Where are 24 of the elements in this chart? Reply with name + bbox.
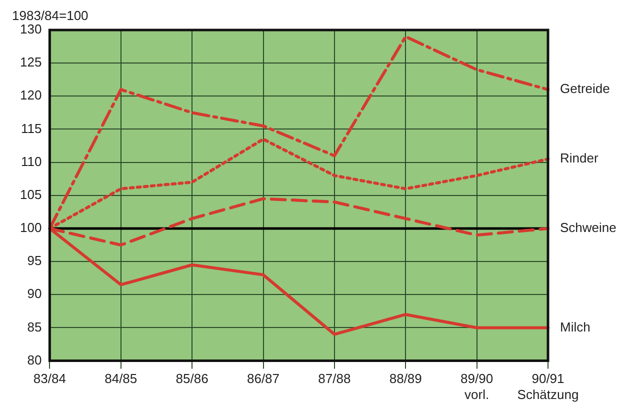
series-label: Schweine xyxy=(560,220,616,236)
y-tick-label: 90 xyxy=(27,286,42,302)
y-tick-label: 120 xyxy=(20,88,42,103)
y-tick-label: 130 xyxy=(20,22,42,37)
x-tick-label: 87/88 xyxy=(318,371,351,386)
x-tick-label: 83/84 xyxy=(33,371,66,386)
x-tick-label: 85/86 xyxy=(176,371,208,386)
y-tick-label: 80 xyxy=(27,352,42,368)
series-label: Milch xyxy=(560,319,590,334)
x-tick-label: 90/91 Schätzung xyxy=(517,371,579,402)
x-tick-label: 89/90 vorl. xyxy=(460,371,494,402)
y-tick-label: 125 xyxy=(20,54,42,70)
y-tick-label: 100 xyxy=(20,220,42,236)
series-label: Getreide xyxy=(560,81,610,96)
y-tick-label: 85 xyxy=(27,319,42,334)
y-axis-title: 1983/84=100 xyxy=(12,8,88,24)
y-tick-label: 115 xyxy=(20,120,42,136)
y-tick-label: 105 xyxy=(20,186,42,202)
x-tick-label: 84/85 xyxy=(104,371,138,386)
series-label: Rinder xyxy=(560,150,599,166)
x-tick-label: 86/87 xyxy=(246,371,280,386)
y-tick-label: 110 xyxy=(20,154,42,169)
x-tick-label: 88/89 xyxy=(389,371,422,386)
y-tick-label: 95 xyxy=(27,253,42,268)
